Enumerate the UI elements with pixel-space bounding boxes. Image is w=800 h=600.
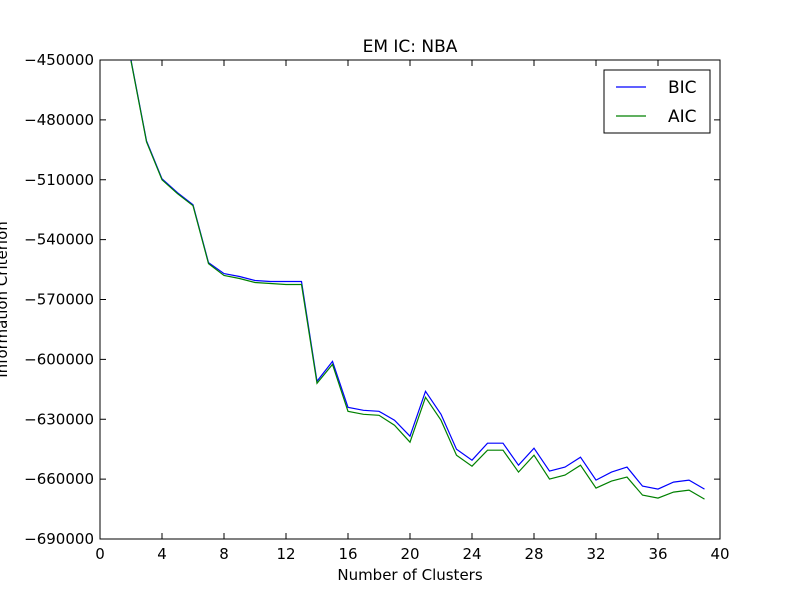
x-tick-label: 8 [219,545,229,563]
y-tick-label: −570000 [24,291,94,309]
ticks-layer: 0 4 8 12 16 20 24 28 32 36 40 −450000 −480000 −510000… [24,51,729,563]
x-tick-label: 12 [276,545,295,563]
x-tick-label: 32 [586,545,605,563]
y-tick-label: −630000 [24,410,94,428]
legend-label-bic: BIC [668,78,697,98]
x-tick-label: 16 [338,545,357,563]
legend-label-aic: AIC [668,107,697,127]
x-tick-label: 36 [648,545,667,563]
x-tick-label: 4 [157,545,167,563]
legend: BIC AIC [603,69,711,134]
y-axis-label: Information Criterion [0,221,11,378]
plot-area [100,60,720,539]
series-line-aic [130,60,705,500]
x-tick-label: 24 [462,545,481,563]
y-tick-label: −450000 [24,51,94,69]
y-tick-label: −510000 [24,171,94,189]
x-tick-label: 28 [524,545,543,563]
series-line-bic [130,60,705,490]
chart-title: EM IC: NBA [363,37,458,57]
y-tick-label: −660000 [24,470,94,488]
y-tick-label: −690000 [24,530,94,548]
x-tick-label: 0 [95,545,105,563]
x-tick-label: 20 [400,545,419,563]
series-layer [130,60,705,500]
x-axis-label: Number of Clusters [337,566,482,584]
x-tick-label: 40 [710,545,729,563]
y-tick-label: −540000 [24,231,94,249]
legend-box [603,69,711,134]
y-tick-label: −600000 [24,350,94,368]
y-tick-label: −480000 [24,111,94,129]
